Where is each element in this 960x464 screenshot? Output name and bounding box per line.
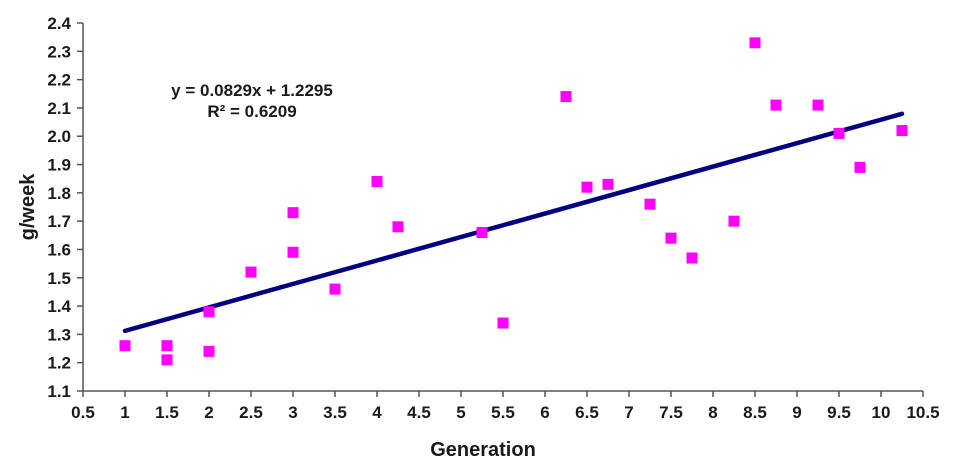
- x-tick-label: 3: [288, 403, 297, 422]
- data-point: [245, 266, 257, 278]
- data-point: [476, 226, 488, 238]
- y-ticks: 1.1 1.2 1.3 1.4 1.5 1.6 1.7 1.8 1.9 2.0 2.1 2.2 2.3 2…: [47, 14, 83, 401]
- axes: [82, 23, 923, 392]
- data-point: [203, 345, 215, 357]
- data-point: [896, 125, 908, 137]
- data-point: [686, 252, 698, 264]
- data-point: [560, 91, 572, 103]
- y-tick-label: 1.3: [47, 325, 71, 344]
- x-tick-label: 6: [540, 403, 549, 422]
- data-point: [728, 215, 740, 227]
- data-point: [203, 306, 215, 318]
- x-tick-label: 8: [708, 403, 717, 422]
- data-point: [833, 127, 845, 139]
- trendline-group: [122, 111, 905, 334]
- data-point: [119, 340, 131, 352]
- data-point: [581, 181, 593, 193]
- r-squared-label: R² = 0.6209: [207, 102, 296, 121]
- x-tick-label: 2.5: [239, 403, 263, 422]
- x-tick-label: 4.5: [407, 403, 431, 422]
- data-points: [119, 37, 908, 366]
- x-tick-label: 10: [872, 403, 891, 422]
- x-tick-label: 7.5: [659, 403, 683, 422]
- x-tick-label: 5.5: [491, 403, 515, 422]
- x-tick-label: 5: [456, 403, 465, 422]
- y-tick-label: 2.1: [47, 99, 71, 118]
- data-point: [812, 99, 824, 111]
- data-point: [644, 198, 656, 210]
- x-tick-label: 7: [624, 403, 633, 422]
- data-point: [749, 37, 761, 49]
- y-tick-label: 2.4: [47, 14, 71, 33]
- x-tick-label: 10.5: [906, 403, 939, 422]
- x-tick-label: 3.5: [323, 403, 347, 422]
- x-tick-label: 4: [372, 403, 382, 422]
- data-point: [602, 178, 614, 190]
- data-point: [161, 354, 173, 366]
- y-tick-label: 1.1: [47, 382, 71, 401]
- y-axis-title: g/week: [17, 173, 39, 241]
- data-point: [329, 283, 341, 295]
- y-tick-label: 1.6: [47, 240, 71, 259]
- data-point: [392, 221, 404, 233]
- data-point: [287, 246, 299, 258]
- data-point: [665, 232, 677, 244]
- y-tick-label: 1.8: [47, 184, 71, 203]
- x-ticks: 0.5 1 1.5 2 2.5 3 3.5 4 4.5 5 5.5 6 6.5 7 7.5 8 8.5 9 9.5 1…: [71, 391, 940, 422]
- x-tick-label: 6.5: [575, 403, 599, 422]
- x-tick-label: 2: [204, 403, 213, 422]
- x-tick-label: 1.5: [155, 403, 179, 422]
- data-point: [161, 340, 173, 352]
- y-tick-label: 1.2: [47, 354, 71, 373]
- trendline: [122, 111, 905, 334]
- data-point: [497, 317, 509, 329]
- y-tick-label: 1.9: [47, 156, 71, 175]
- x-tick-label: 1: [120, 403, 129, 422]
- data-point: [854, 161, 866, 173]
- y-tick-label: 2.3: [47, 42, 71, 61]
- data-point: [371, 176, 383, 188]
- x-tick-label: 0.5: [71, 403, 95, 422]
- y-tick-label: 1.7: [47, 212, 71, 231]
- x-tick-label: 8.5: [743, 403, 767, 422]
- data-point: [770, 99, 782, 111]
- x-tick-label: 9.5: [827, 403, 851, 422]
- trendline-equation: y = 0.0829x + 1.2295: [171, 81, 333, 100]
- y-tick-label: 2.2: [47, 71, 71, 90]
- y-tick-label: 1.5: [47, 269, 71, 288]
- x-tick-label: 9: [792, 403, 801, 422]
- data-point: [287, 207, 299, 219]
- y-tick-label: 1.4: [47, 297, 71, 316]
- x-axis-title: Generation: [430, 439, 536, 461]
- y-tick-label: 2.0: [47, 127, 71, 146]
